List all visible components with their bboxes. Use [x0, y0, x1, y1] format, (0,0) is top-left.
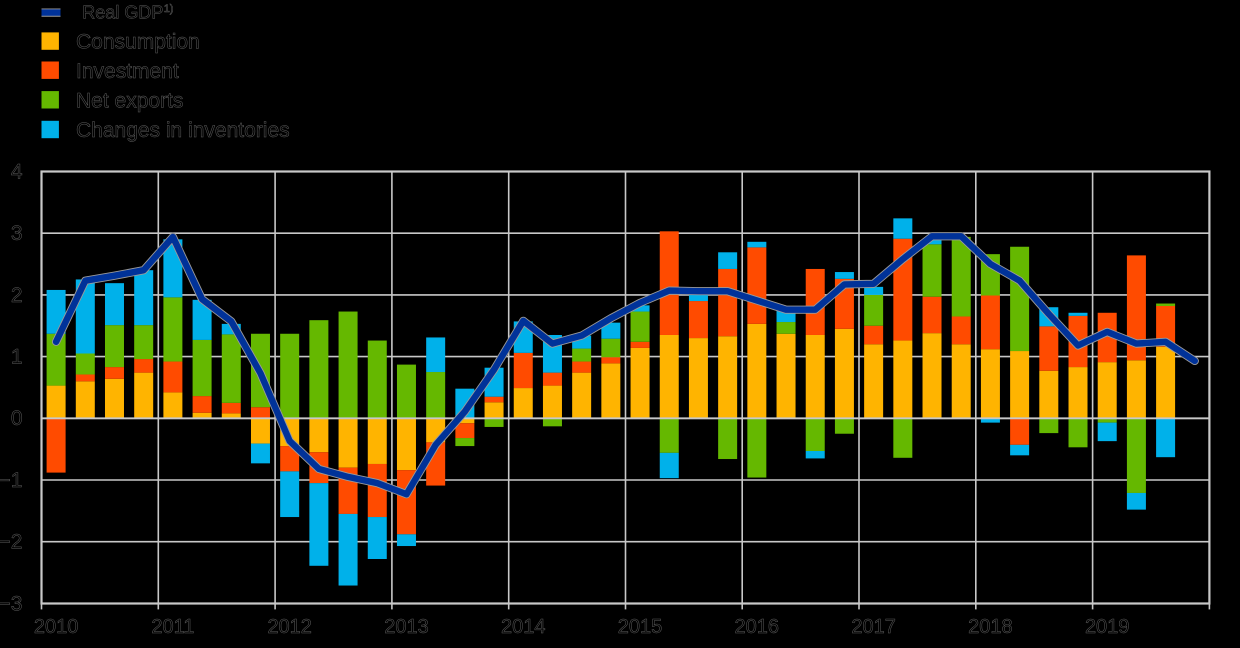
svg-text:3: 3: [11, 222, 23, 245]
svg-text:2015: 2015: [618, 616, 663, 638]
svg-text:Real GDP: Real GDP: [82, 2, 163, 22]
svg-text:Consumption: Consumption: [76, 31, 200, 54]
svg-text:Net exports: Net exports: [76, 89, 183, 112]
svg-text:4: 4: [11, 160, 23, 183]
svg-text:Investment: Investment: [76, 60, 179, 83]
svg-text:1): 1): [164, 3, 174, 15]
svg-text:−2: −2: [0, 531, 23, 554]
svg-text:0: 0: [11, 407, 23, 430]
svg-text:2017: 2017: [851, 616, 896, 638]
svg-text:1: 1: [11, 346, 23, 369]
svg-text:2013: 2013: [384, 616, 429, 638]
svg-text:2014: 2014: [501, 616, 546, 638]
svg-text:2010: 2010: [34, 616, 79, 638]
svg-text:2018: 2018: [968, 616, 1013, 638]
svg-text:2016: 2016: [735, 616, 780, 638]
svg-text:Changes in inventories: Changes in inventories: [76, 119, 290, 142]
svg-text:2: 2: [11, 284, 23, 307]
svg-text:2019: 2019: [1085, 616, 1130, 638]
svg-text:−3: −3: [0, 592, 23, 615]
svg-text:2011: 2011: [151, 616, 194, 638]
svg-text:−1: −1: [0, 469, 23, 492]
svg-text:2012: 2012: [267, 616, 312, 638]
